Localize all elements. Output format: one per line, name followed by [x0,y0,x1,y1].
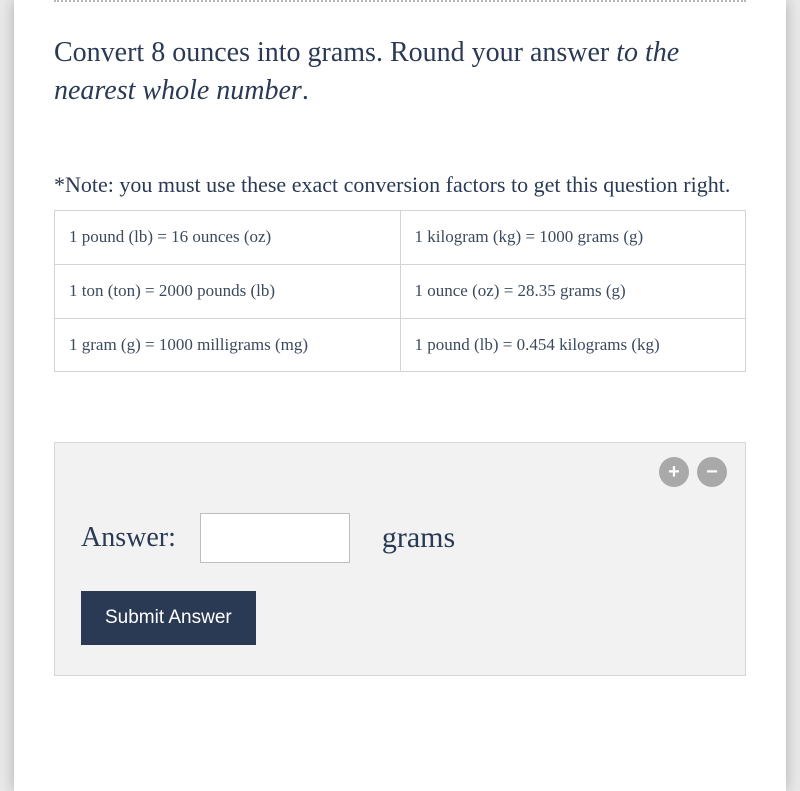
page: Convert 8 ounces into grams. Round your … [0,0,800,791]
table-cell: 1 ounce (oz) = 28.35 grams (g) [400,265,746,319]
table-cell: 1 ton (ton) = 2000 pounds (lb) [55,265,401,319]
note-text: *Note: you must use these exact conversi… [54,170,746,201]
table-row: 1 gram (g) = 1000 milligrams (mg) 1 poun… [55,318,746,372]
answer-panel: + − Answer: grams Submit Answer [54,442,746,676]
table-cell: 1 gram (g) = 1000 milligrams (mg) [55,318,401,372]
answer-input[interactable] [200,513,350,563]
question-text: Convert 8 ounces into grams. Round your … [54,34,746,110]
conversion-table: 1 pound (lb) = 16 ounces (oz) 1 kilogram… [54,210,746,372]
table-cell: 1 pound (lb) = 0.454 kilograms (kg) [400,318,746,372]
table-row: 1 pound (lb) = 16 ounces (oz) 1 kilogram… [55,211,746,265]
panel-controls: + − [659,457,727,487]
plus-icon: + [668,462,680,482]
top-divider [54,0,746,2]
answer-row: Answer: grams [81,513,719,563]
remove-button[interactable]: − [697,457,727,487]
question-lead: Convert 8 ounces into grams. Round your … [54,37,616,68]
table-row: 1 ton (ton) = 2000 pounds (lb) 1 ounce (… [55,265,746,319]
minus-icon: − [706,462,718,482]
add-button[interactable]: + [659,457,689,487]
question-tail: . [302,75,309,106]
question-card: Convert 8 ounces into grams. Round your … [14,0,786,791]
submit-answer-button[interactable]: Submit Answer [81,591,256,645]
answer-unit: grams [382,521,455,555]
answer-label: Answer: [81,522,176,554]
table-cell: 1 kilogram (kg) = 1000 grams (g) [400,211,746,265]
table-cell: 1 pound (lb) = 16 ounces (oz) [55,211,401,265]
